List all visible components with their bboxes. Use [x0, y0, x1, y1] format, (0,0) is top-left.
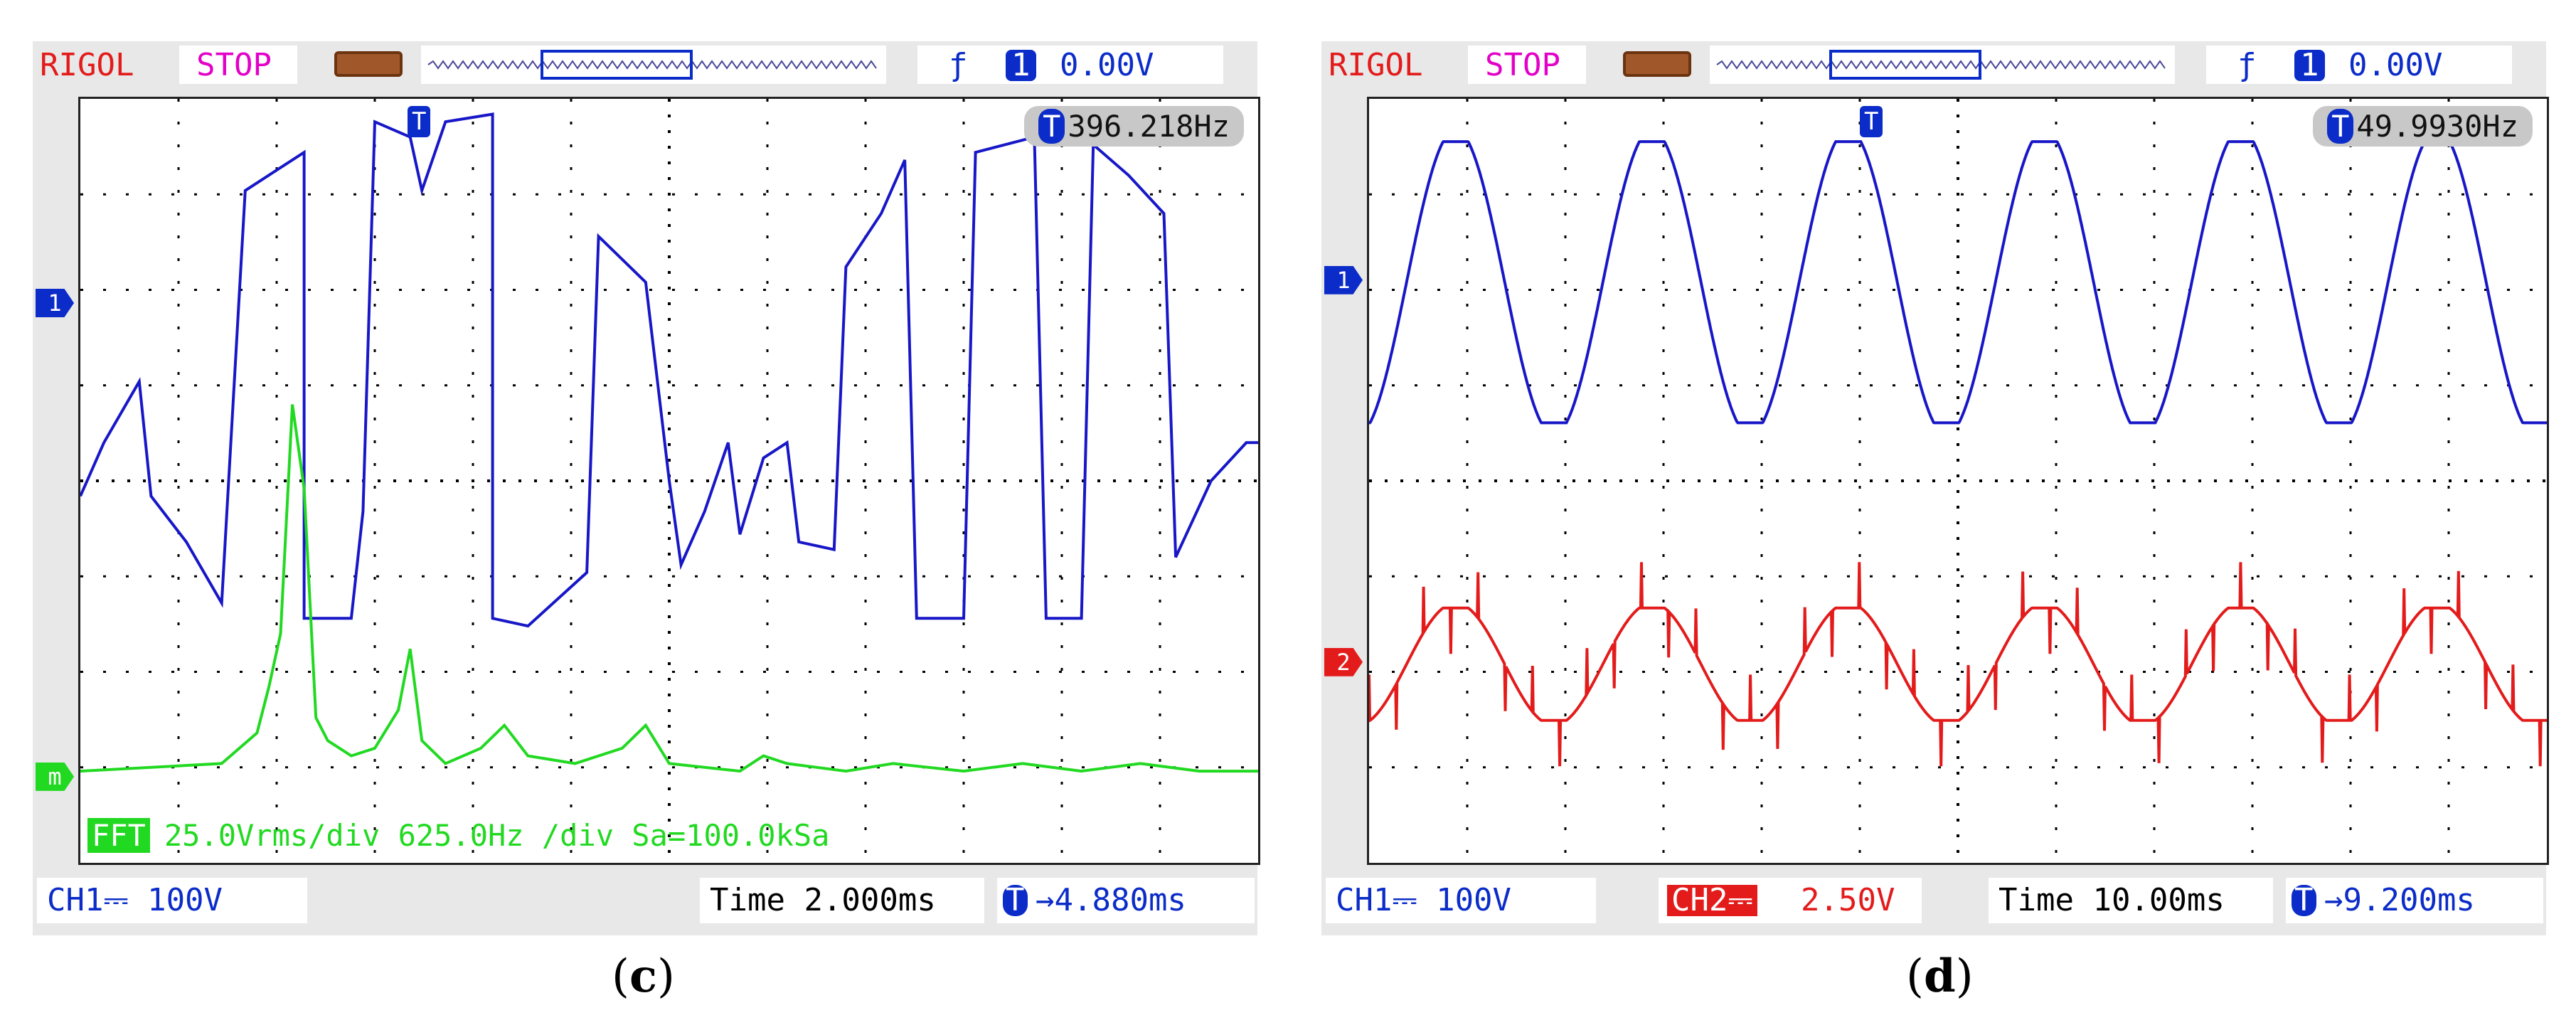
channel-marker-1[interactable]: 1 [1324, 265, 1363, 294]
trace-ch1 [80, 112, 1258, 628]
run-state-badge[interactable]: STOP [1468, 46, 1586, 84]
trigger-channel-badge: 1 [1006, 50, 1036, 81]
trigger-delay-box[interactable]: T →4.880ms [997, 878, 1255, 923]
trigger-delay: →4.880ms [1036, 882, 1186, 918]
trigger-level: 0.00V [2348, 47, 2443, 83]
ch1-scale: CH1⎓ 100V [47, 882, 223, 918]
run-state-badge[interactable]: STOP [179, 46, 297, 84]
ch1-scale-box[interactable]: CH1⎓ 100V [1326, 878, 1596, 923]
frequency-value: 396.218Hz [1068, 109, 1230, 144]
waveform-overview-bar[interactable] [1710, 46, 2175, 84]
brand-label: RIGOL [1329, 47, 1423, 83]
memory-depth-icon [334, 51, 403, 77]
frequency-value: 49.9930Hz [2356, 109, 2518, 144]
run-state-label: STOP [196, 47, 272, 83]
fft-tag: FFT [87, 818, 150, 853]
trace-ch2 [1369, 562, 2547, 767]
panel-caption: (c) [612, 950, 675, 1003]
waveform-canvas [1369, 99, 2547, 863]
trace-fft [80, 404, 1258, 773]
marker-t-icon: T [2327, 109, 2354, 144]
ch2-scale: 2.50V [1801, 882, 1895, 918]
trace-ch1 [1369, 140, 2547, 425]
fft-info: FFT 25.0Vrms/div 625.0Hz /div Sa=100.0kSa [87, 818, 829, 853]
ch1-scale: CH1⎓ 100V [1336, 882, 1512, 918]
trigger-edge-icon: ƒ [2237, 47, 2257, 83]
delay-icon: T [2292, 885, 2316, 916]
waveform-overview-bar[interactable] [421, 46, 886, 84]
waveform-display[interactable]: T 396.218Hz T FFT 25.0Vrms/div 625.0Hz /div … [78, 97, 1260, 865]
memory-depth-icon [1623, 51, 1691, 77]
waveform-display[interactable]: T 49.9930Hz T [1367, 97, 2549, 865]
timebase: Time 2.000ms [710, 882, 936, 918]
frequency-readout: T 49.9930Hz [2313, 106, 2533, 147]
fft-settings: 25.0Vrms/div 625.0Hz /div Sa=100.0kSa [164, 818, 830, 853]
trigger-status[interactable]: ƒ 1 0.00V [2206, 46, 2512, 84]
trigger-delay-box[interactable]: T →9.200ms [2286, 878, 2543, 923]
ch2-label: CH2⎓ [1667, 885, 1757, 916]
trigger-channel-badge: 1 [2294, 50, 2325, 81]
timebase: Time 10.00ms [1998, 882, 2225, 918]
trigger-position-marker[interactable]: T [1860, 106, 1883, 137]
oscilloscope-panel-d: RIGOL STOP ƒ 1 0.00V T 49.9930Hz T 1 2 CH1⎓ 100V CH… [1321, 41, 2549, 935]
waveform-overview-icon [1716, 50, 2166, 80]
run-state-label: STOP [1485, 47, 1560, 83]
waveform-canvas [80, 99, 1258, 863]
channel-marker-2[interactable]: 2 [1324, 647, 1363, 676]
trigger-edge-icon: ƒ [949, 47, 968, 83]
channel-marker-1[interactable]: 1 [36, 288, 74, 317]
channel-marker-m[interactable]: m [36, 762, 74, 791]
marker-t-icon: T [1038, 109, 1065, 144]
ch1-scale-box[interactable]: CH1⎓ 100V [37, 878, 307, 923]
waveform-overview-icon [427, 50, 877, 80]
brand-label: RIGOL [40, 47, 134, 83]
panel-caption: (d) [1906, 950, 1974, 1003]
trigger-level: 0.00V [1060, 47, 1154, 83]
trigger-position-marker[interactable]: T [408, 106, 431, 137]
ch2-scale-box[interactable]: CH2⎓ 2.50V [1659, 878, 1922, 923]
timebase-box[interactable]: Time 10.00ms [1989, 878, 2273, 923]
trigger-delay: →9.200ms [2324, 882, 2475, 918]
frequency-readout: T 396.218Hz [1024, 106, 1244, 147]
delay-icon: T [1003, 885, 1028, 916]
oscilloscope-panel-c: RIGOL STOP ƒ 1 0.00V T 396.218Hz T FFT 25.0Vrms/d… [33, 41, 1260, 935]
trigger-status[interactable]: ƒ 1 0.00V [917, 46, 1223, 84]
timebase-box[interactable]: Time 2.000ms [700, 878, 984, 923]
